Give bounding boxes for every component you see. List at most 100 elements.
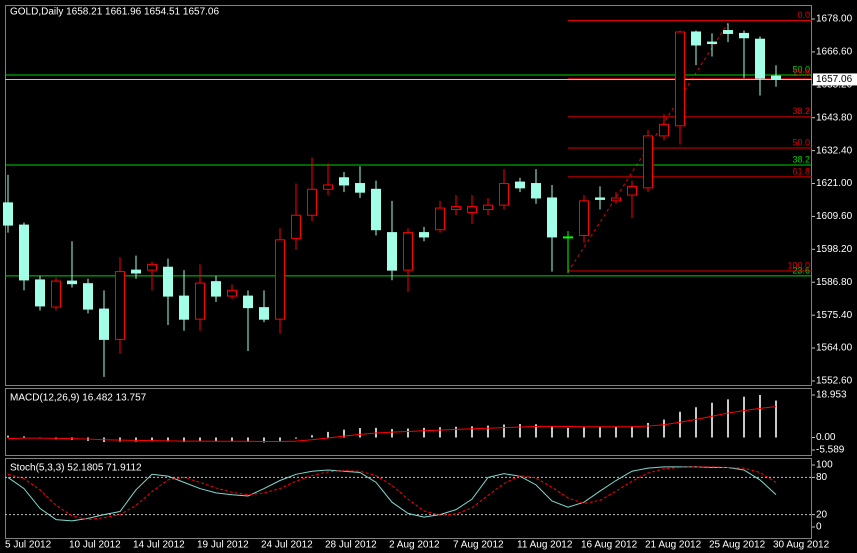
x-tick-label: 25 Aug 2012 [709,540,766,551]
macd-bar [7,435,9,438]
candle-body [179,295,189,320]
y-tick-label: 1643.80 [816,112,853,123]
fibo-label: 38.2 [792,106,810,116]
macd-bar [119,437,121,442]
candle-body [723,30,733,34]
x-tick-label: 2 Aug 2012 [389,540,440,551]
macd-signal [7,406,777,443]
fibo-label: 100.0 [787,260,810,270]
candle-body [227,289,237,297]
macd-title: MACD(12,26,9) 16.482 13.757 [10,393,147,404]
candle-body [595,197,605,200]
macd-bar [535,424,537,438]
macd-bar [743,396,745,438]
x-tick-label: 30 Aug 2012 [773,540,830,551]
macd-bar [695,407,697,438]
y-tick-label: 1564.00 [816,343,853,354]
candle-body [419,232,429,238]
chart-title: GOLD,Daily 1658.21 1661.96 1654.51 1657.… [10,7,219,18]
candle-body [403,232,413,271]
candle-body [131,269,141,274]
candle-body [691,31,701,46]
fibo-label: 23.6 [792,68,810,78]
macd-bar [391,428,393,438]
candle-body [771,75,781,80]
macd-bar [343,429,345,438]
candle-body [19,224,29,281]
candle-body [35,279,45,307]
y-tick-label: 20 [816,509,828,520]
stoch-panel-frame [5,458,812,539]
macd-panel-frame [5,388,812,456]
macd-bar [215,437,217,442]
macd-bar [487,425,489,438]
y-tick-label: 1632.40 [816,145,853,156]
candle-body [387,232,397,271]
candle-body [211,281,221,297]
y-tick-label: 1609.60 [816,211,853,222]
candle-body [467,206,477,213]
candle-body [307,188,317,216]
candle-body [243,295,253,309]
main-panel-frame [5,5,812,386]
y-tick-label: 100 [816,460,833,471]
y-tick-label: 0.00 [816,432,836,443]
macd-bar [263,437,265,443]
candle-body [259,307,269,320]
stoch-title: Stoch(5,3,3) 52.1805 71.9112 [10,463,142,474]
fibo-trend-line [567,22,729,273]
fibo-label: 0.0 [797,10,810,20]
y-tick-label: -5.589 [816,445,845,456]
last-price-box [813,73,857,86]
macd-bar [759,395,761,438]
candle-body [563,236,573,239]
candle-body [659,123,669,137]
x-tick-label: 28 Jul 2012 [325,540,377,551]
candle-body [323,184,333,190]
candle-body [739,32,749,39]
macd-bar [775,400,777,438]
candle-body [3,202,13,226]
macd-bar [135,437,137,442]
candle-body [195,282,205,320]
fibo-label: 23.6 [792,265,810,275]
y-tick-label: 1678.00 [816,14,853,25]
fibo-label: 38.2 [792,154,810,164]
y-tick-label: 18.953 [816,390,847,401]
macd-bar [711,402,713,438]
macd-bar [679,411,681,438]
macd-bar [583,427,585,438]
y-tick-label: 1666.60 [816,47,853,58]
x-tick-label: 21 Aug 2012 [645,540,702,551]
x-tick-label: 16 Aug 2012 [581,540,638,551]
macd-bar [23,436,25,438]
candle-body [275,239,285,320]
candle-body [291,214,301,239]
fibo-label: 50.0 [792,137,810,147]
macd-bar [295,437,297,439]
macd-bar [359,428,361,438]
macd-bar [167,437,169,442]
macd-bar [311,435,313,438]
x-tick-label: 19 Jul 2012 [197,540,249,551]
y-tick-label: 1552.60 [816,376,853,387]
candle-body [483,204,493,211]
y-tick-label: 1598.20 [816,244,853,255]
macd-bar [247,437,249,442]
macd-bar [727,399,729,438]
candle-body [339,177,349,186]
macd-bar [231,437,233,442]
macd-bar [407,428,409,438]
stoch-signal [7,466,777,521]
stoch-main [7,466,777,522]
macd-bar [503,424,505,438]
candle-body [435,207,445,231]
macd-bar [439,427,441,438]
macd-bar [423,427,425,438]
macd-bar [647,422,649,438]
candle-body [147,263,157,271]
macd-bar [519,424,521,438]
macd-bar [471,426,473,438]
candle-body [755,38,765,79]
